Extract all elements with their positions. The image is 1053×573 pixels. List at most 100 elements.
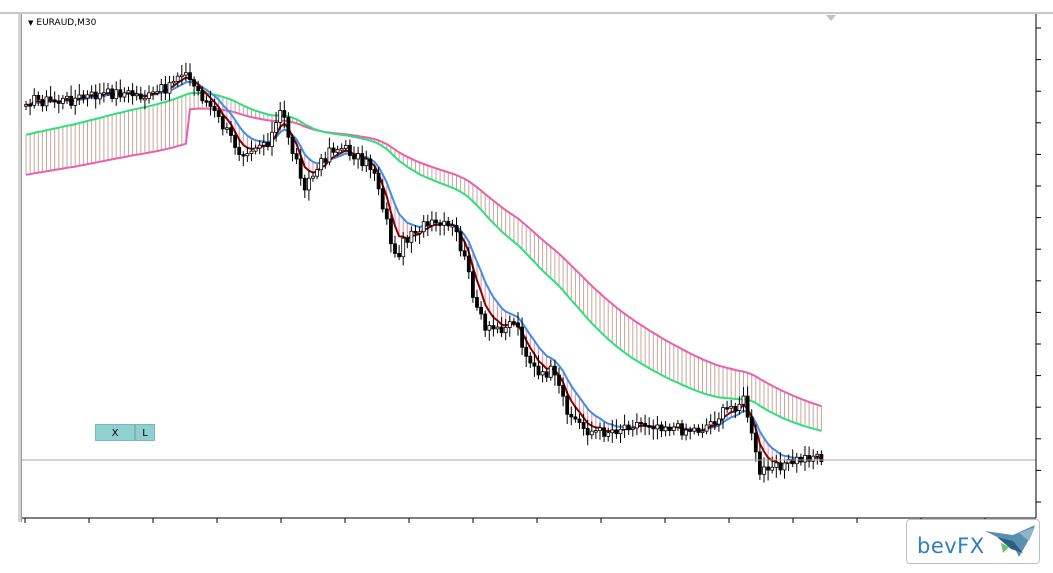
candle-body [421,221,426,233]
candle-body [585,428,590,436]
candle-body [147,92,151,99]
logo-text: bevFX [917,534,985,558]
candle-body [516,322,520,328]
candle-body [368,158,373,170]
candle-body [487,325,492,331]
bird-logo-icon [985,525,1035,557]
candle-body [253,147,258,152]
candle-body [495,326,500,330]
candle-body [745,395,750,418]
candle-body [499,326,504,334]
candle-body [429,219,434,226]
l-button[interactable]: L [135,424,155,441]
candle-body [134,93,139,97]
candle-body [261,142,266,146]
candle-body [126,90,131,94]
candle-body [224,127,229,130]
candle-body [667,426,672,432]
candle-body [680,423,684,436]
candle-body [598,427,602,432]
candle-body [442,220,447,226]
candle-body [635,421,639,429]
candle-body [790,459,795,465]
candle-body [520,326,524,348]
bevfx-logo: bevFX [906,519,1040,564]
candle-body [462,250,467,257]
slow-ma-line [25,91,822,432]
candle-body [278,110,283,123]
candle-body [700,430,705,434]
candle-body [106,88,110,94]
candle-body [438,222,443,226]
candle-body [778,462,783,471]
candle-body [819,453,824,462]
candle-body [196,85,201,92]
candle-body [52,99,57,103]
dropdown-triangle-icon[interactable]: ▼ [28,19,34,27]
candle-body [737,403,742,411]
candle-body [573,416,578,420]
candle-body [602,427,606,437]
candle-body [475,297,479,308]
candle-body [581,422,586,429]
candle-body [663,426,668,432]
candle-body [274,122,279,133]
candle-body [409,230,414,243]
candle-body [376,172,381,190]
candle-body [803,454,807,463]
candle-body [294,153,299,160]
candle-body [540,371,545,376]
candle-body [212,106,217,112]
candle-body [782,462,787,471]
candle-body [458,231,463,252]
candle-body [352,155,356,160]
candle-body [241,154,246,157]
candle-body [696,427,701,433]
candle-body [466,255,471,273]
close-x-button[interactable]: X [95,424,135,441]
candle-body [179,74,184,77]
candle-body [188,72,192,81]
candle-body [44,96,49,107]
candle-body [163,84,168,94]
candle-body [339,148,344,151]
candle-body [659,424,664,432]
candle-body [807,454,811,462]
candle-body [454,225,459,233]
ma-fill-group [25,77,822,465]
symbol-text: EURAUD,M30 [36,18,97,28]
candle-body [118,89,123,98]
candle-body [81,94,86,99]
candle-body [512,321,516,324]
candle-body [733,405,738,411]
candle-body [32,94,37,106]
candle-body [208,100,213,107]
candle-body [48,96,53,101]
candle-body [544,371,549,378]
candle-body [643,422,647,427]
candle-body [450,225,455,228]
candle-body [569,413,574,418]
candle-body [356,153,361,160]
symbol-label[interactable]: ▼ EURAUD,M30 [28,18,96,28]
candle-body [24,104,28,107]
candle-body [237,147,242,155]
candle-body [708,421,713,426]
candle-body [175,75,180,82]
candle-body [85,94,90,99]
candle-body [594,430,598,433]
candle-body [302,177,307,191]
candle-body [220,116,225,130]
candle-body [618,428,623,435]
candle-body [614,429,619,435]
candle-body [347,144,352,156]
candle-body [630,427,635,430]
candle-body [425,221,430,226]
candle-body [155,91,160,94]
candle-body [183,72,188,76]
candle-body [331,147,336,153]
candle-body [753,432,758,453]
candle-body [503,327,508,334]
